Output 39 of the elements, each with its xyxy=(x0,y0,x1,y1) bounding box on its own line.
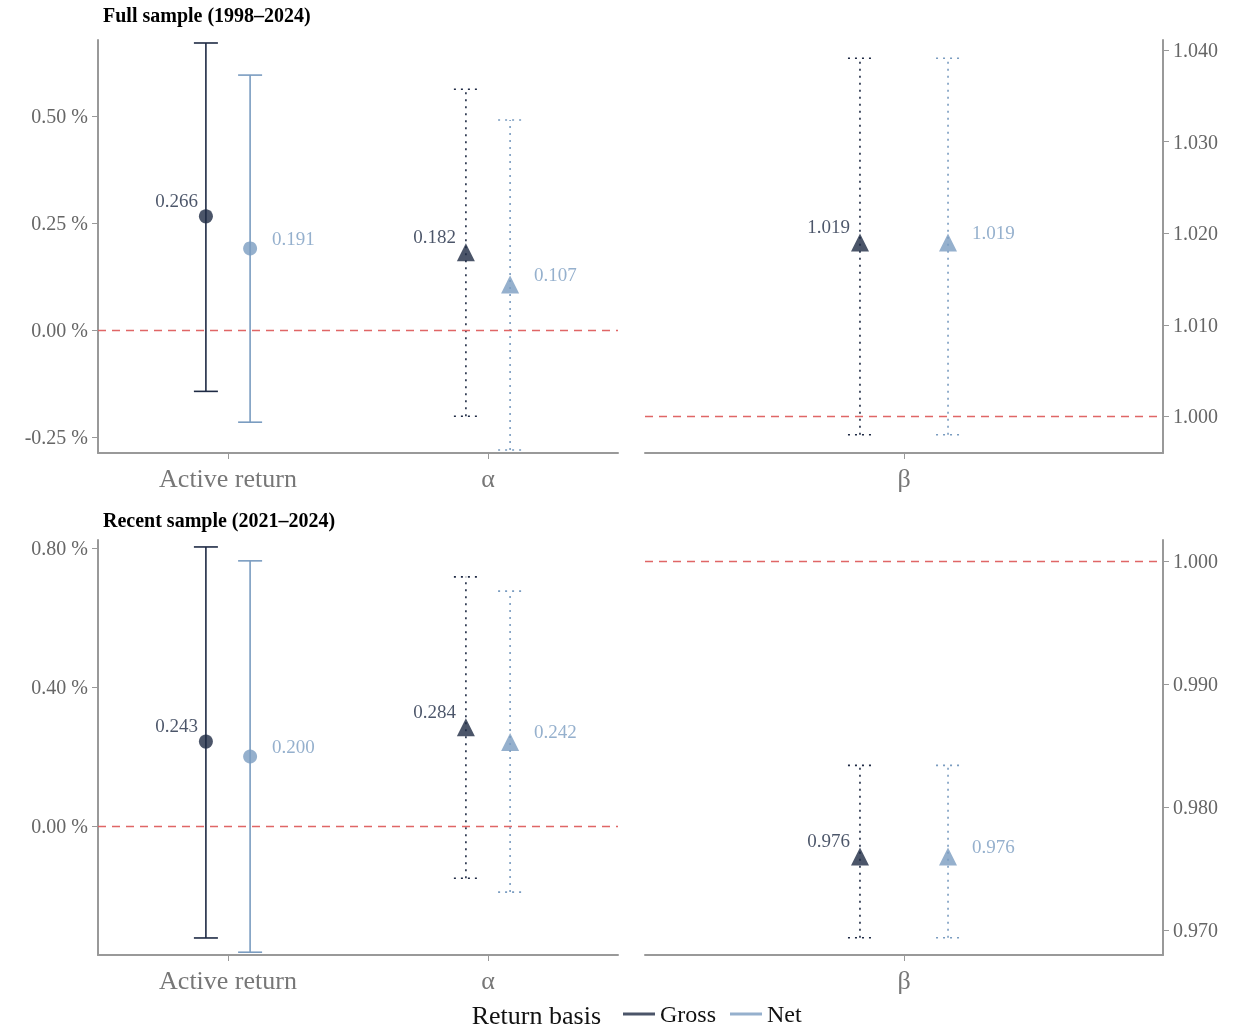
y2-tick-label: 1.020 xyxy=(1173,222,1218,245)
y2-tick-label: 1.010 xyxy=(1173,313,1218,336)
y-tick-label: 0.25 % xyxy=(31,212,88,235)
y-tick-label: 0.50 % xyxy=(31,105,88,128)
data-label: 0.182 xyxy=(413,225,456,247)
x-tick-label: Active return xyxy=(159,965,297,995)
y-tick-label: -0.25 % xyxy=(24,426,88,449)
data-label: 0.107 xyxy=(534,263,577,285)
y2-tick-label: 1.030 xyxy=(1173,130,1218,153)
y-tick-label: 0.00 % xyxy=(31,319,88,342)
y2-tick-label: 0.990 xyxy=(1173,673,1218,696)
legend-label: Net xyxy=(767,1001,802,1027)
chart-title: Full sample (1998–2024) xyxy=(103,4,311,27)
y-tick-label: 0.40 % xyxy=(31,676,88,699)
y-tick-label: 0.00 % xyxy=(31,815,88,838)
data-label: 0.976 xyxy=(972,835,1015,857)
data-label: 0.266 xyxy=(155,189,198,211)
data-label: 0.200 xyxy=(272,736,315,758)
data-label: 1.019 xyxy=(972,221,1015,243)
legend-label: Gross xyxy=(660,1001,717,1027)
x-tick-label: β xyxy=(897,463,911,493)
data-label: 0.284 xyxy=(413,700,457,722)
y2-tick-label: 1.040 xyxy=(1173,39,1218,62)
y2-tick-label: 0.980 xyxy=(1173,796,1218,819)
data-label: 0.242 xyxy=(534,721,577,743)
x-tick-label: Active return xyxy=(159,463,297,493)
y2-tick-label: 1.000 xyxy=(1173,549,1218,572)
x-tick-label: α xyxy=(481,463,496,493)
data-label: 1.019 xyxy=(807,215,850,237)
y-tick-label: 0.80 % xyxy=(31,536,88,559)
chart-title: Recent sample (2021–2024) xyxy=(103,509,336,532)
x-tick-label: α xyxy=(481,965,496,995)
x-tick-label: β xyxy=(897,965,911,995)
y2-tick-label: 0.970 xyxy=(1173,919,1218,942)
legend-title: Return basis xyxy=(471,1000,601,1030)
data-label: 0.243 xyxy=(155,715,198,737)
data-label: 0.191 xyxy=(272,227,315,249)
y2-tick-label: 1.000 xyxy=(1173,405,1218,428)
data-label: 0.976 xyxy=(807,829,850,851)
